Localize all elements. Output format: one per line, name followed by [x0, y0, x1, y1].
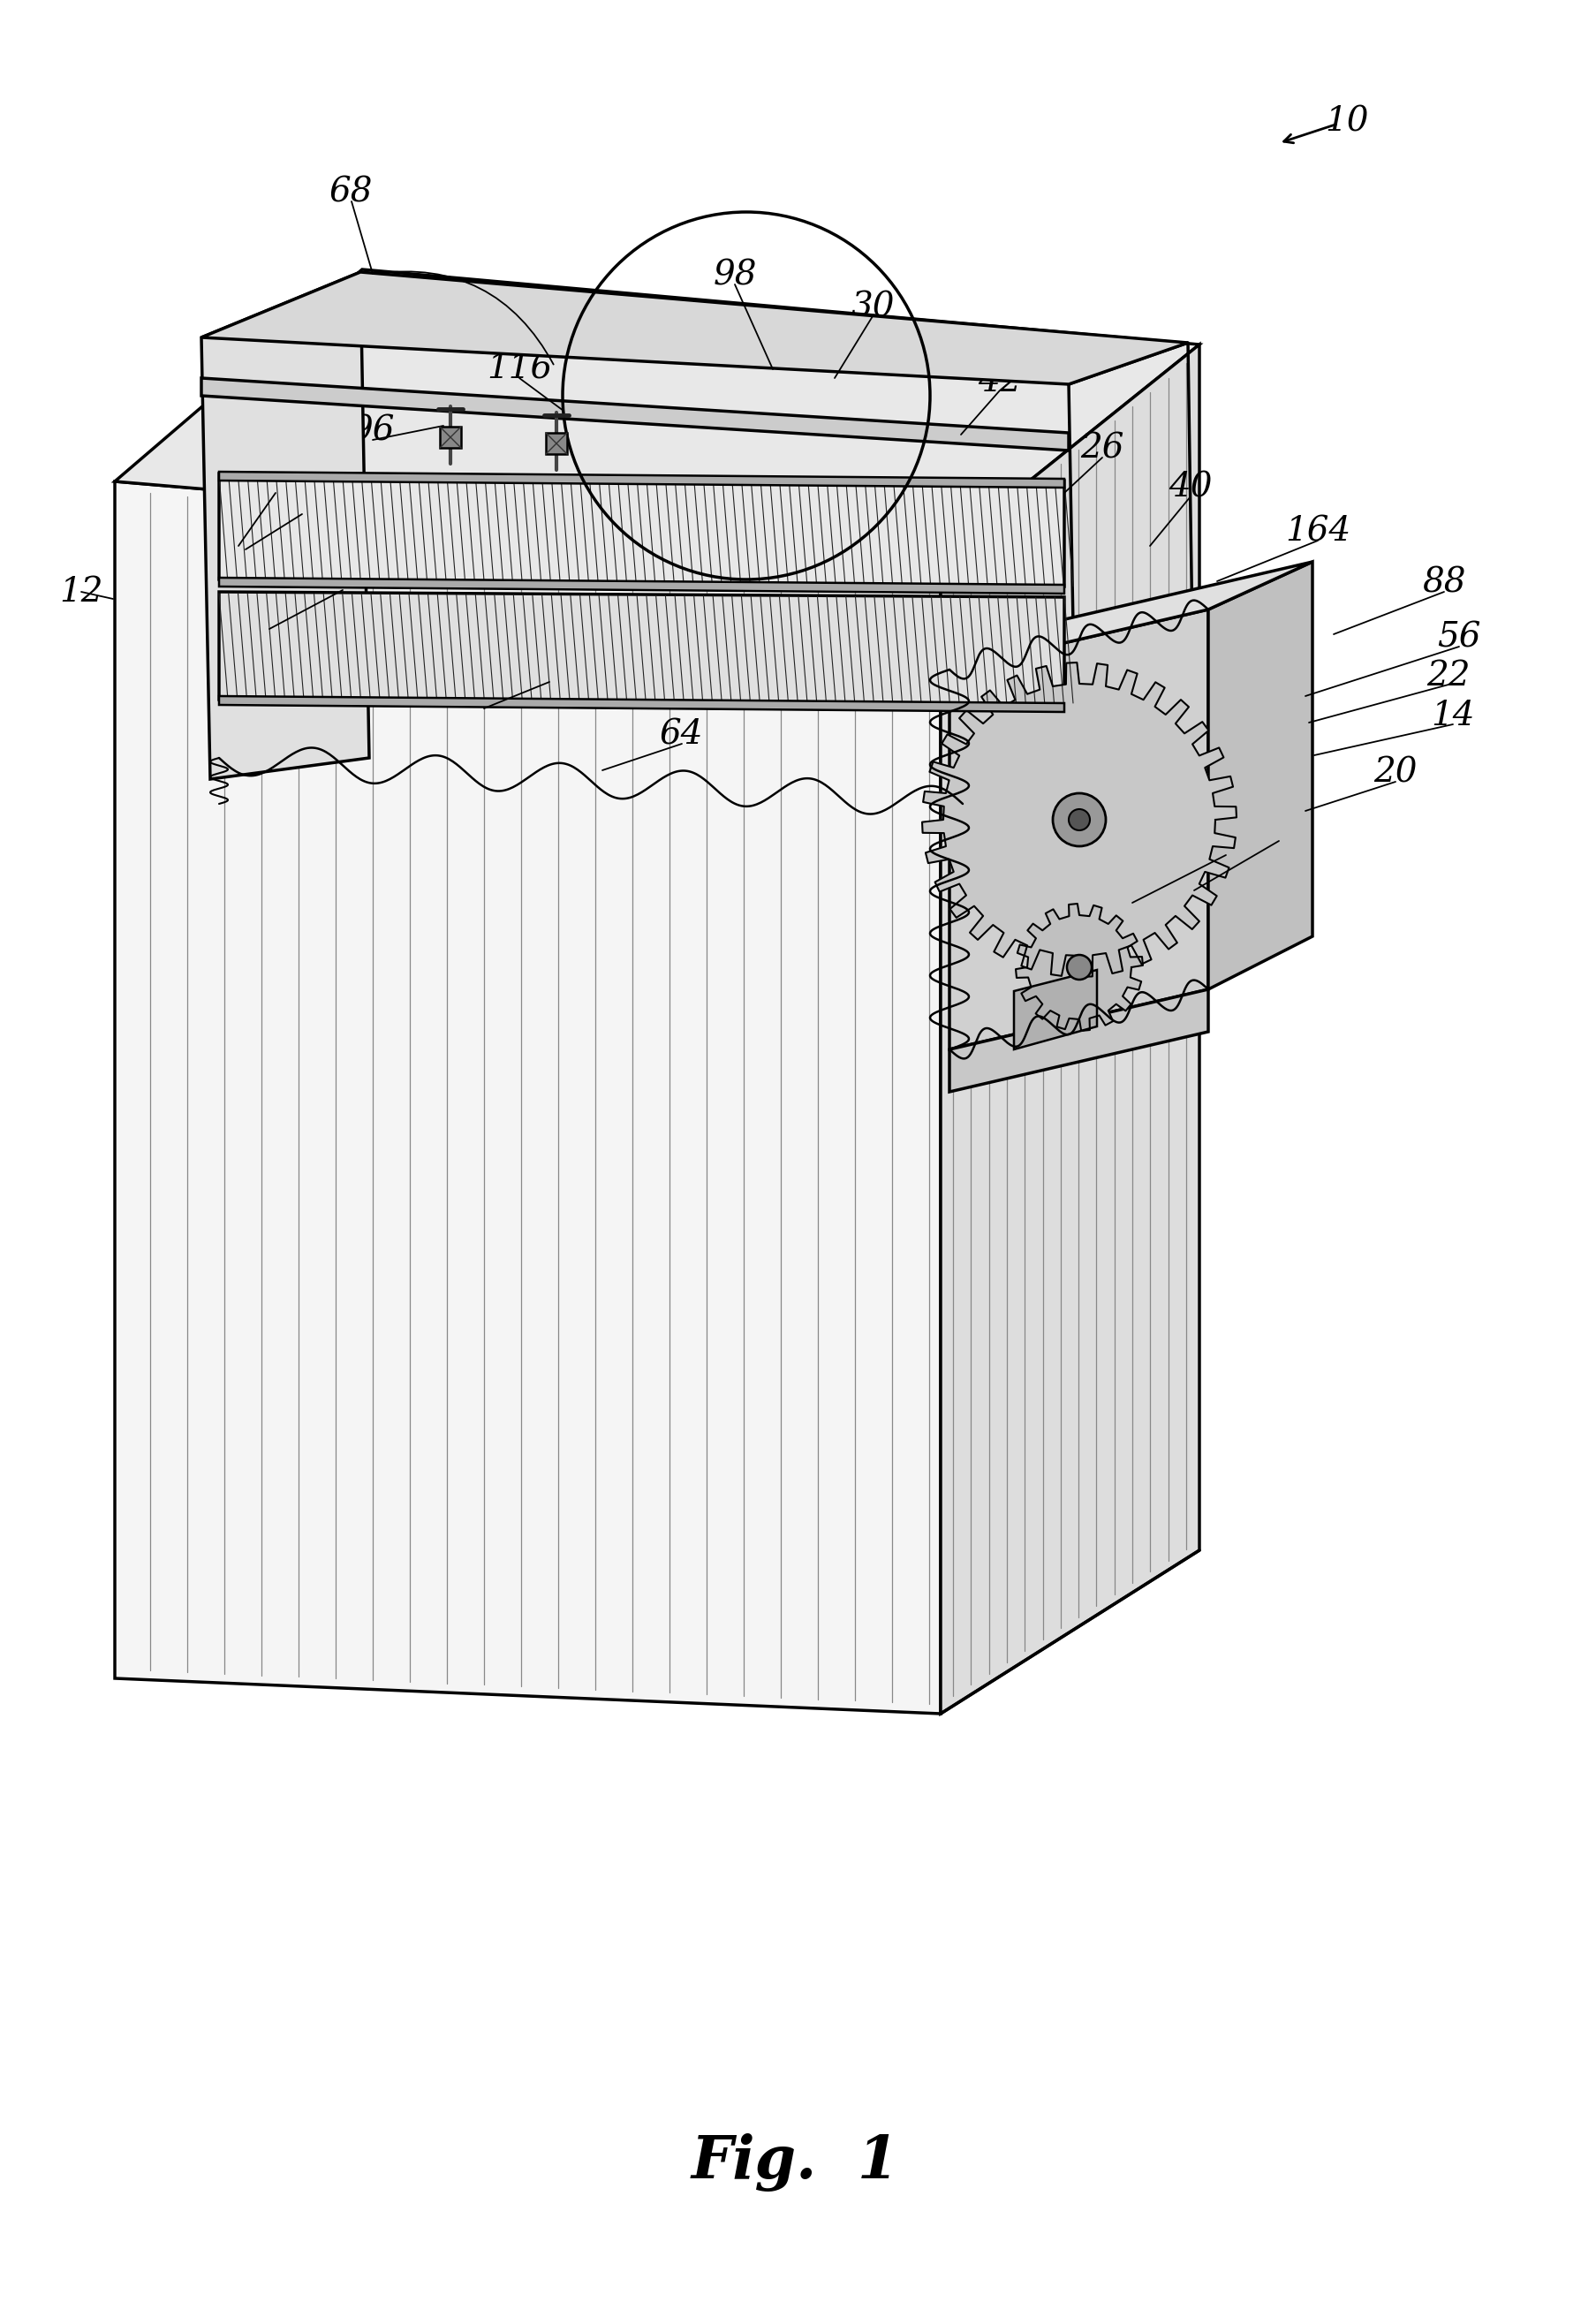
Polygon shape	[219, 695, 1065, 711]
Text: 88: 88	[1422, 568, 1467, 600]
Text: Fig.  1: Fig. 1	[691, 2134, 899, 2192]
Polygon shape	[922, 663, 1237, 978]
Text: 80: 80	[1203, 829, 1248, 862]
Circle shape	[1069, 809, 1090, 829]
Polygon shape	[1208, 561, 1312, 989]
Polygon shape	[950, 561, 1312, 670]
Polygon shape	[950, 609, 1208, 1050]
Polygon shape	[940, 345, 1200, 1715]
Text: 40: 40	[1168, 470, 1213, 503]
Text: 68: 68	[330, 176, 373, 209]
Polygon shape	[115, 482, 940, 1715]
Circle shape	[1068, 955, 1092, 980]
Text: 26: 26	[1080, 433, 1124, 466]
Polygon shape	[219, 473, 1065, 586]
Text: 38: 38	[281, 489, 324, 521]
Polygon shape	[1015, 904, 1143, 1031]
Polygon shape	[219, 591, 1065, 707]
Text: 98: 98	[713, 260, 757, 292]
Text: 20: 20	[1374, 758, 1417, 790]
Polygon shape	[219, 577, 1065, 593]
Polygon shape	[219, 473, 1065, 487]
Text: 116: 116	[487, 352, 552, 385]
Text: 24: 24	[321, 565, 364, 598]
Text: 22: 22	[1427, 660, 1470, 693]
Text: 64: 64	[661, 718, 704, 751]
Polygon shape	[440, 426, 461, 447]
Text: 96: 96	[351, 415, 394, 447]
Text: 48: 48	[1258, 816, 1301, 848]
Polygon shape	[1013, 971, 1096, 1050]
FancyArrowPatch shape	[375, 271, 554, 364]
Text: 12: 12	[59, 575, 104, 607]
Text: 56: 56	[1438, 621, 1481, 653]
Text: 10: 10	[1325, 107, 1369, 139]
Text: 42: 42	[978, 366, 1021, 399]
Polygon shape	[546, 433, 567, 454]
Circle shape	[1053, 792, 1106, 846]
Text: 14: 14	[1432, 700, 1475, 732]
Polygon shape	[201, 378, 1069, 449]
Polygon shape	[201, 271, 369, 779]
Text: 30: 30	[851, 292, 894, 324]
Polygon shape	[201, 271, 1187, 385]
Text: 164: 164	[1285, 514, 1350, 549]
Text: 36: 36	[528, 656, 571, 690]
Polygon shape	[950, 989, 1208, 1091]
Text: 30: 30	[254, 468, 297, 500]
Polygon shape	[115, 269, 1200, 551]
